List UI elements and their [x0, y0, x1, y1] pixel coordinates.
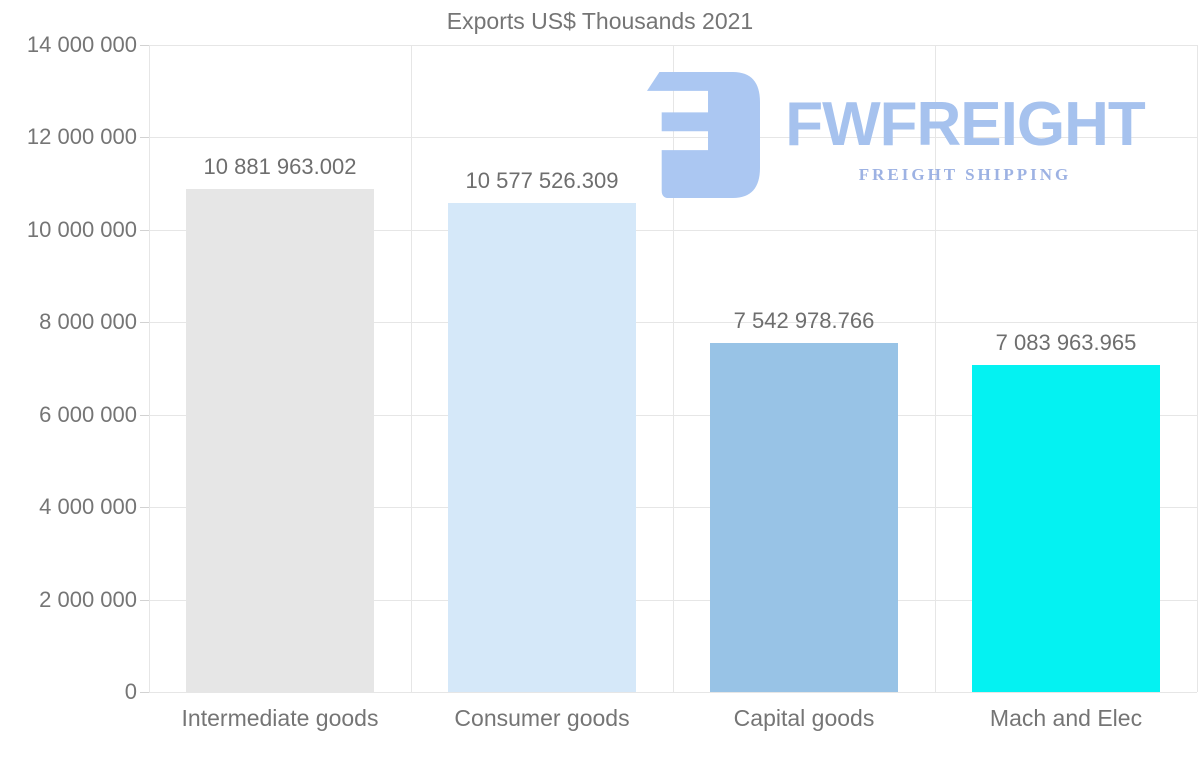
y-axis-label: 8 000 000	[39, 309, 137, 335]
y-axis-label: 12 000 000	[26, 124, 137, 150]
y-axis-tick	[140, 45, 149, 46]
y-axis-tick	[140, 229, 149, 231]
x-axis-category-label: Consumer goods	[454, 705, 630, 731]
x-axis-category-label: Capital goods	[733, 705, 875, 731]
logo-icon-shape	[647, 72, 760, 198]
fwfreight-watermark: FWFREIGHT FREIGHT SHIPPING	[647, 72, 1156, 198]
gridline-horizontal	[149, 692, 1197, 693]
y-axis-label: 14 000 000	[26, 32, 137, 57]
y-axis-label: 0	[124, 679, 137, 704]
x-axis-category-label: Intermediate goods	[181, 705, 379, 731]
bar-value-label: 10 577 526.309	[465, 168, 619, 194]
y-axis-tick	[140, 414, 149, 416]
y-axis-label: 6 000 000	[39, 401, 137, 427]
bar-mach-and-elec[interactable]	[972, 364, 1160, 692]
y-axis-label: 10 000 000	[26, 216, 137, 242]
bar-value-label: 10 881 963.002	[203, 154, 357, 180]
bar-consumer-goods[interactable]	[448, 203, 636, 692]
y-axis-tick	[140, 507, 149, 509]
bar-value-label: 7 542 978.766	[733, 308, 875, 334]
gridline-vertical	[411, 45, 412, 692]
chart-title: Exports US$ Thousands 2021	[446, 8, 754, 34]
bar-value-label: 7 083 963.965	[995, 329, 1137, 355]
y-axis-tick	[140, 322, 149, 324]
bar-intermediate-goods[interactable]	[186, 189, 374, 692]
gridline-vertical	[149, 45, 150, 692]
bar-capital-goods[interactable]	[710, 343, 898, 692]
x-axis-category-label: Mach and Elec	[989, 705, 1143, 731]
y-axis-label: 2 000 000	[39, 586, 137, 612]
y-axis-tick	[140, 137, 149, 139]
y-axis-tick	[140, 599, 149, 601]
gridline-vertical	[935, 45, 936, 692]
y-axis-tick	[140, 692, 149, 693]
gridline-vertical	[1197, 45, 1198, 692]
fwfreight-logo-icon	[647, 72, 760, 198]
logo-tagline: FREIGHT SHIPPING	[858, 165, 1072, 184]
y-axis-label: 4 000 000	[39, 494, 137, 520]
gridline-vertical	[673, 45, 674, 692]
logo-name: FWFREIGHT	[785, 90, 1146, 159]
logo-text-block: FWFREIGHT FREIGHT SHIPPING	[774, 94, 1156, 185]
